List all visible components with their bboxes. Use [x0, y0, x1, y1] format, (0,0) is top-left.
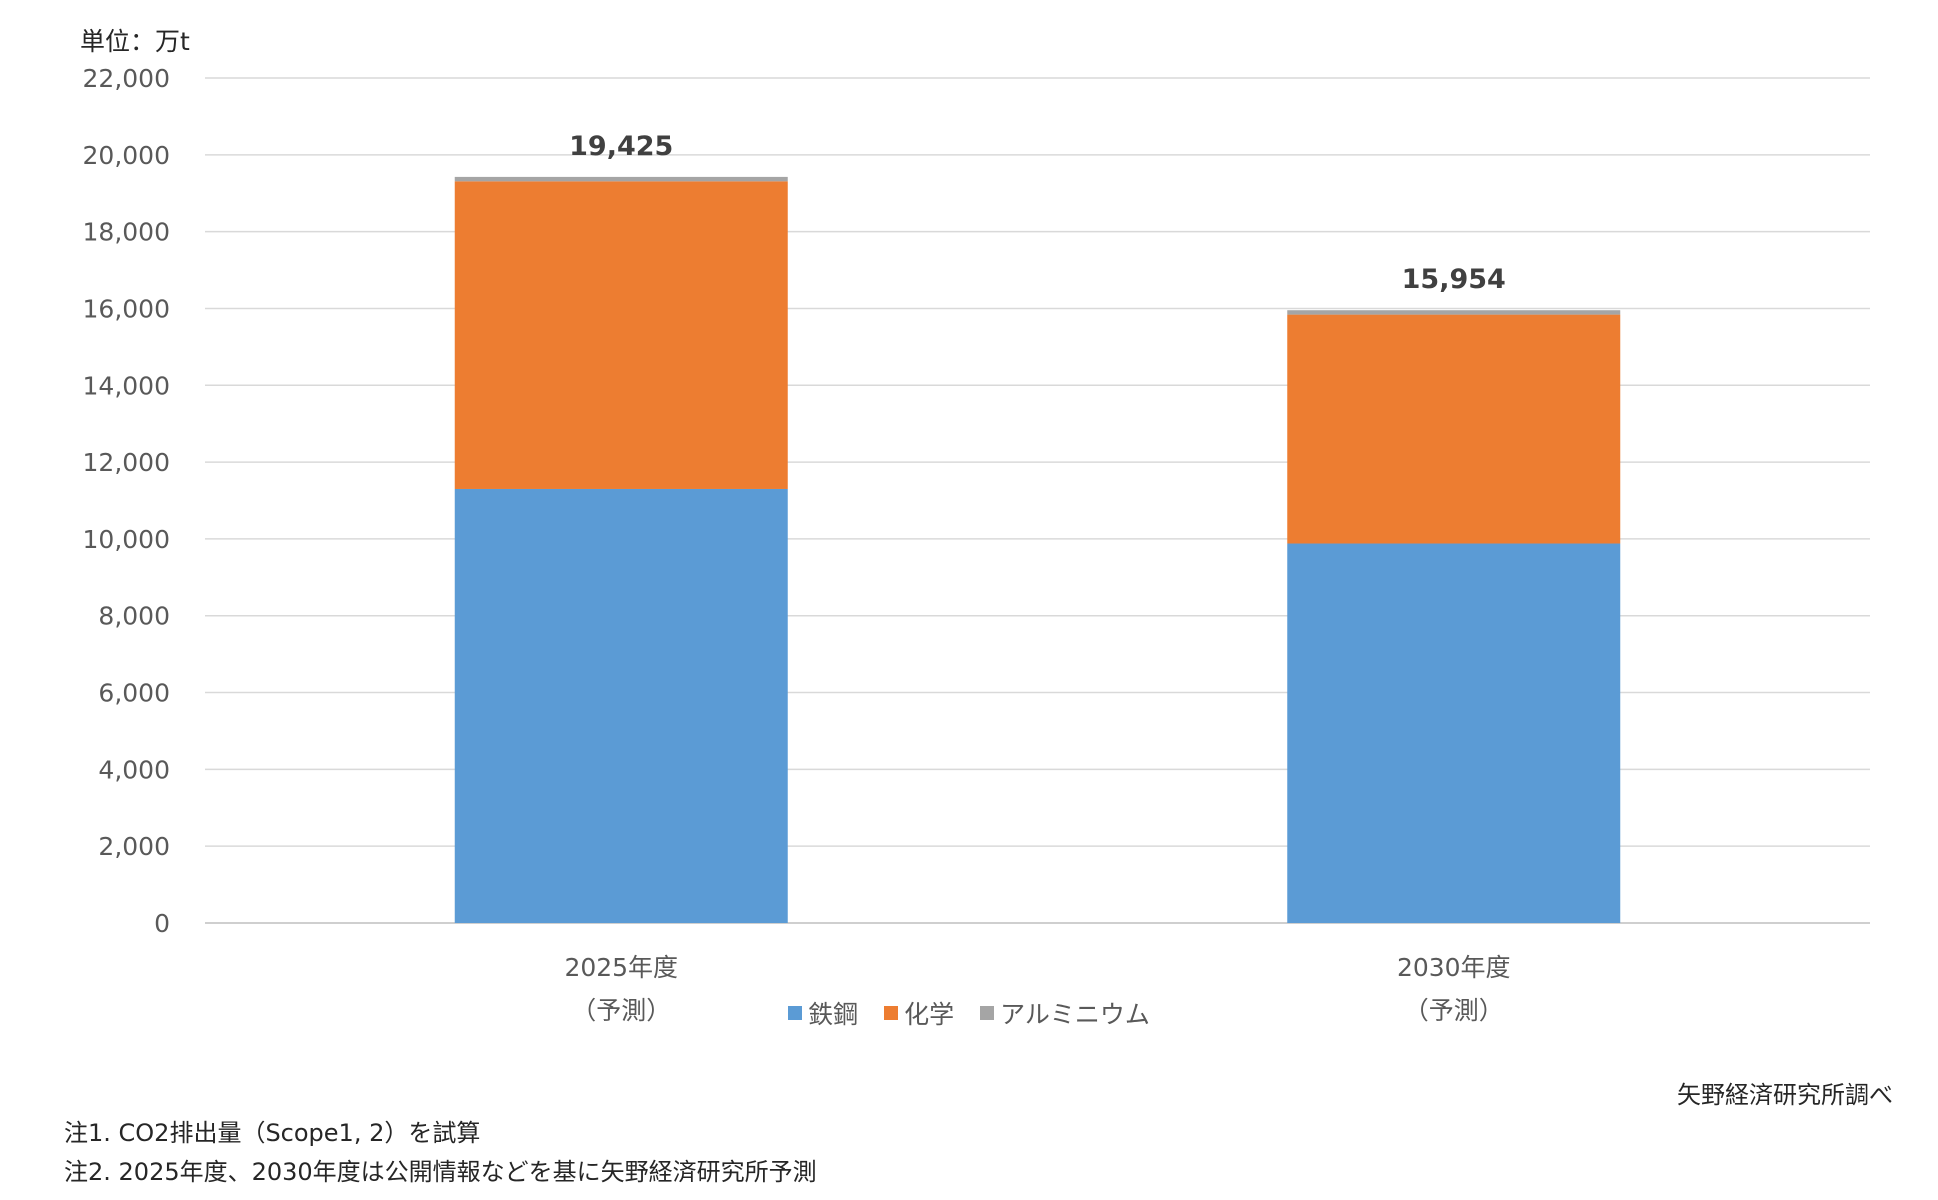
y-tick-label: 18,000 — [83, 218, 170, 247]
y-tick-label: 16,000 — [83, 294, 170, 323]
y-tick-label: 4,000 — [98, 755, 170, 784]
bar-segment — [454, 176, 788, 182]
legend-item: 化学 — [884, 995, 954, 1031]
legend-item: 鉄鋼 — [788, 995, 858, 1031]
y-tick-label: 20,000 — [83, 141, 170, 170]
legend-swatch — [884, 1006, 899, 1020]
legend-label: 鉄鋼 — [808, 1000, 859, 1029]
y-tick-label: 22,000 — [83, 64, 170, 93]
y-tick-label: 2,000 — [98, 832, 170, 861]
legend-item: アルミニウム — [980, 995, 1150, 1031]
y-tick-label: 14,000 — [83, 371, 170, 400]
total-label: 19,425 — [569, 131, 673, 162]
source-label: 矢野経済研究所調べ — [1677, 1081, 1893, 1109]
x-tick-sublabel: （予測） — [1404, 996, 1504, 1025]
legend-swatch — [788, 1006, 803, 1020]
legend: 鉄鋼 化学 アルミニウム — [0, 995, 1938, 1031]
legend-label: 化学 — [904, 1000, 955, 1029]
bar-segment — [1287, 314, 1621, 544]
y-tick-label: 0 — [154, 909, 170, 938]
total-label: 15,954 — [1402, 264, 1506, 295]
legend-swatch — [980, 1006, 995, 1020]
y-tick-label: 12,000 — [83, 448, 170, 477]
x-tick-label: 2030年度 — [1397, 953, 1511, 982]
note-1: 注1. CO2排出量（Scope1, 2）を試算 — [64, 1119, 481, 1147]
bar-segment — [454, 488, 788, 923]
x-tick-sublabel: （予測） — [571, 996, 671, 1025]
bar-segment — [1287, 310, 1621, 315]
bar-segment — [454, 181, 788, 489]
legend-label: アルミニウム — [1000, 1000, 1150, 1029]
unit-label: 単位：万t — [80, 27, 190, 56]
y-tick-label: 10,000 — [83, 525, 170, 554]
y-tick-label: 8,000 — [98, 602, 170, 631]
x-tick-label: 2025年度 — [564, 953, 678, 982]
bar-segment — [1287, 543, 1621, 923]
note-2: 注2. 2025年度、2030年度は公開情報などを基に矢野経済研究所予測 — [64, 1158, 817, 1186]
y-tick-label: 6,000 — [98, 679, 170, 708]
